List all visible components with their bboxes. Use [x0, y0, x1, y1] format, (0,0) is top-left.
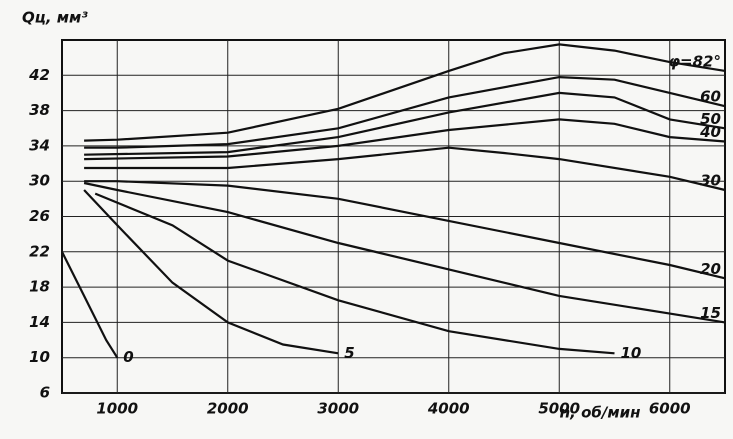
x-tick-label: 1000: [96, 400, 138, 418]
y-tick-label: 10: [29, 348, 50, 366]
curve-label: 0: [123, 348, 133, 366]
curve: [84, 43, 726, 142]
curve-label: 10: [621, 344, 642, 362]
curve: [94, 192, 615, 355]
curve-label: 20: [700, 260, 721, 278]
curve-label: 5: [344, 344, 354, 362]
curve-label: 60: [700, 88, 721, 106]
x-axis-label: n, об/мин: [560, 404, 641, 422]
curve: [84, 180, 726, 280]
curve: [84, 146, 726, 192]
curve: [84, 118, 726, 161]
curve-label: 30: [700, 172, 721, 190]
curve: [83, 189, 339, 355]
curve: [84, 91, 726, 156]
y-tick-label: 38: [29, 101, 50, 119]
x-tick-label: 6000: [649, 400, 691, 418]
x-tick-label: 2000: [207, 400, 249, 418]
y-tick-label: 34: [29, 136, 50, 154]
y-tick-label: 22: [29, 242, 50, 260]
y-axis-label: Qц, мм³: [22, 9, 88, 27]
curve: [61, 251, 119, 359]
curve-label: 50: [700, 110, 721, 128]
y-tick-label: 6: [40, 384, 50, 402]
x-tick-label: 3000: [317, 400, 359, 418]
y-tick-label: 26: [29, 207, 50, 225]
curve: [83, 181, 726, 324]
curve-label: φ=82°: [668, 52, 721, 70]
curve-label: 40: [699, 123, 721, 141]
curve: [84, 75, 726, 149]
x-tick-label: 4000: [427, 400, 470, 418]
y-tick-label: 14: [29, 313, 50, 331]
y-tick-label: 30: [29, 172, 50, 190]
y-tick-label: 18: [29, 278, 50, 296]
curve-label: 15: [700, 304, 721, 322]
x-tick-label: 5000: [538, 400, 580, 418]
y-tick-label: 42: [28, 66, 50, 84]
